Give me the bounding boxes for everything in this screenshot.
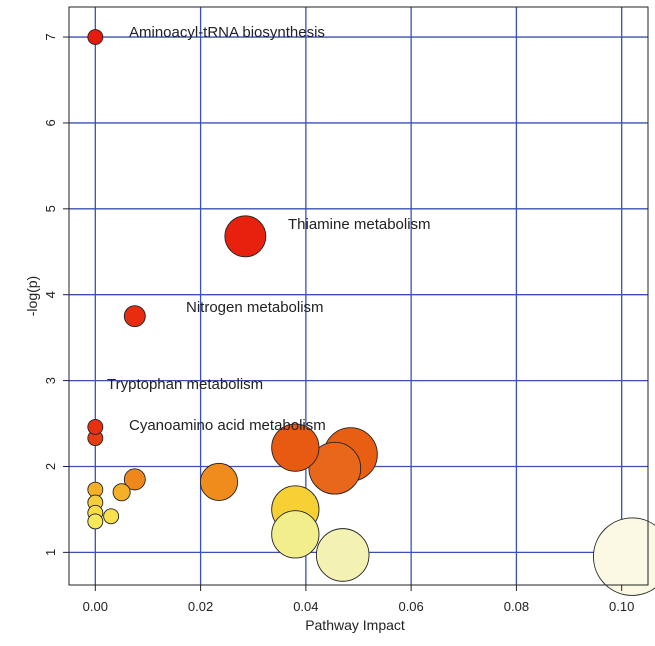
- x-tick-label: 0.06: [398, 599, 423, 614]
- y-tick-label: 4: [43, 291, 58, 298]
- x-axis-title: Pathway Impact: [305, 617, 405, 633]
- data-point: [271, 423, 320, 472]
- x-tick-label: 0.10: [609, 599, 634, 614]
- data-point: [123, 468, 146, 491]
- y-tick-label: 2: [43, 463, 58, 470]
- data-point: [199, 462, 239, 501]
- point-label: Thiamine metabolism: [288, 216, 431, 233]
- y-tick-label: 1: [43, 549, 58, 556]
- data-point: [103, 508, 120, 525]
- y-tick-label: 7: [43, 33, 58, 40]
- data-point: [112, 483, 131, 502]
- axes-layer: 0.00 0.02 0.04 0.06 0.08 0.10 1 2 3 4 5 6 7: [43, 33, 634, 614]
- data-point: [308, 441, 362, 495]
- plot-frame: [68, 6, 649, 586]
- points-layer: [87, 29, 655, 596]
- data-point: [315, 528, 370, 582]
- data-point: [123, 305, 146, 328]
- grid-layer: [69, 7, 648, 585]
- x-tick-label: 0.08: [504, 599, 529, 614]
- y-tick-label: 3: [43, 377, 58, 384]
- data-point: [593, 517, 655, 596]
- point-label: Aminoacyl-tRNA biosynthesis: [129, 24, 325, 41]
- data-point: [87, 29, 104, 46]
- x-tick-label: 0.02: [188, 599, 213, 614]
- x-tick-label: 0.00: [83, 599, 108, 614]
- data-point: [87, 419, 104, 435]
- y-tick-label: 6: [43, 119, 58, 126]
- point-labels-layer: Aminoacyl-tRNA biosynthesis Thiamine meta…: [107, 24, 431, 434]
- data-point: [271, 510, 320, 559]
- data-point: [87, 513, 104, 530]
- data-point: [224, 215, 267, 258]
- y-tick-label: 5: [43, 205, 58, 212]
- x-tick-label: 0.04: [293, 599, 318, 614]
- point-label: Tryptophan metabolism: [107, 376, 263, 393]
- point-label: Cyanoamino acid metabolism: [129, 417, 326, 434]
- y-axis-title: -log(p): [24, 276, 40, 316]
- point-label: Nitrogen metabolism: [186, 299, 324, 316]
